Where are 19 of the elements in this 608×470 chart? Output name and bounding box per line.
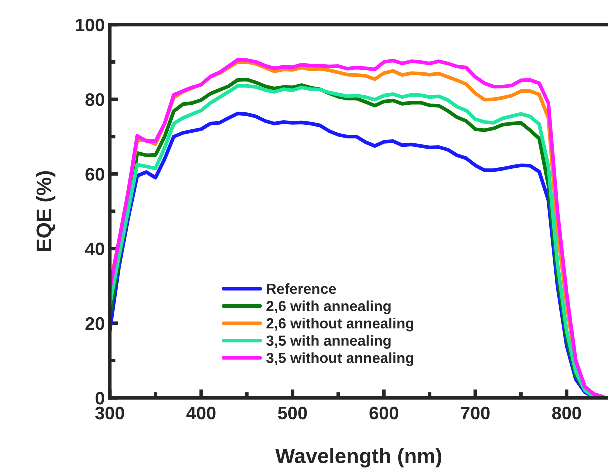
legend-label: 2,6 without annealing	[266, 318, 414, 332]
x-tick-label: 300	[95, 406, 124, 420]
x-tick-label: 500	[278, 406, 308, 420]
y-tick-label: 40	[85, 242, 104, 256]
x-tick-label: 700	[461, 406, 490, 420]
legend-label: Reference	[267, 283, 336, 294]
y-axis-title: EQE (%)	[36, 171, 56, 252]
legend-label: 3,5 without annealing	[266, 352, 414, 366]
y-tick-label: 100	[76, 18, 104, 32]
y-tick-label: 80	[86, 93, 104, 106]
legend-label: 3,5 with annealing	[266, 335, 391, 349]
x-tick-label: 800	[552, 406, 582, 420]
x-tick-label: 600	[370, 406, 398, 420]
x-tick-label: 400	[186, 406, 216, 420]
y-tick-label: 60	[86, 168, 104, 181]
legend-label: 2,6 with annealing	[266, 300, 391, 314]
y-tick-label: 20	[86, 317, 104, 330]
x-axis-title: Wavelength (nm)	[276, 448, 442, 468]
y-tick-label: 0	[96, 392, 104, 405]
